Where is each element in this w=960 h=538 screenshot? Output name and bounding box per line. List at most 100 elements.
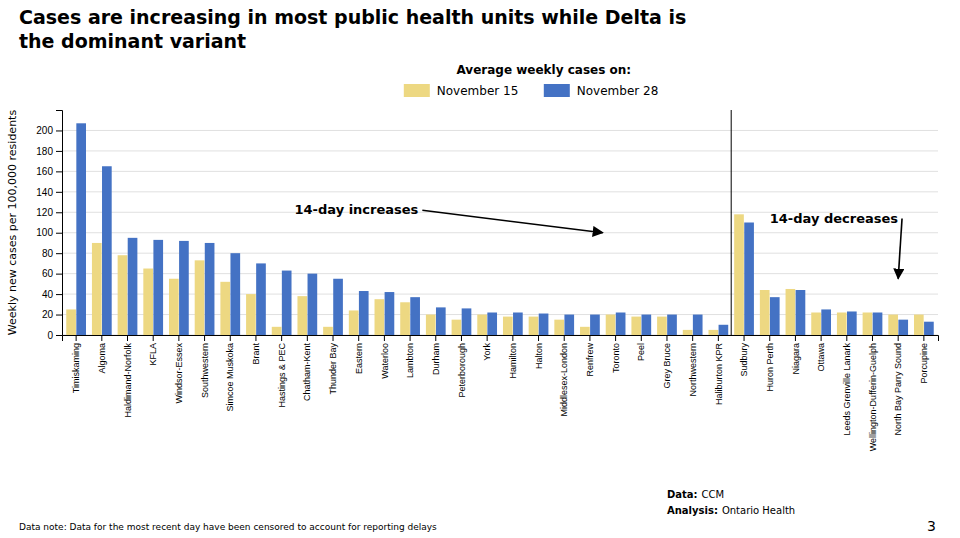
y-tick: 60 [42, 268, 62, 279]
x-tick: Peel [636, 335, 646, 361]
y-tick-mark [56, 315, 62, 316]
x-tick-label: Lambton [405, 343, 415, 378]
x-tick: Sudbury [739, 335, 749, 377]
x-tick-label: Brant [251, 343, 261, 365]
legend-swatch [544, 84, 570, 97]
bar [847, 311, 857, 335]
x-tick: Halton [534, 335, 544, 369]
y-tick-mark [56, 253, 62, 254]
bar [205, 243, 215, 335]
x-tick-label: Durham [431, 343, 441, 375]
x-tick: Windsor-Essex [174, 335, 184, 404]
source-label: Analysis: [667, 505, 718, 516]
x-tick-mark [564, 335, 565, 341]
bar [400, 302, 410, 335]
x-tick: Renfrew [585, 335, 595, 377]
y-tick-mark [56, 233, 62, 234]
y-tick-label: 80 [42, 248, 54, 259]
x-tick-label: Peel [636, 343, 646, 361]
x-tick-mark [76, 335, 77, 341]
grid-line [62, 232, 938, 233]
x-tick-label: KFLA [148, 343, 158, 366]
x-tick: Haldimand-Norfolk [123, 335, 133, 418]
bar [92, 243, 102, 335]
x-tick-label: Thunder Bay [328, 343, 338, 395]
bar [657, 317, 667, 335]
bar [359, 291, 369, 335]
y-tick-mark [56, 294, 62, 295]
bar [76, 123, 86, 335]
bar [323, 327, 333, 335]
x-tick-label: Hamilton [508, 343, 518, 379]
x-tick-label: North Bay Parry Sound [893, 343, 903, 436]
bar [426, 315, 436, 335]
bar [102, 166, 112, 335]
source-text: Ontario Health [722, 505, 795, 516]
bar [631, 317, 641, 335]
x-tick-mark [461, 335, 462, 341]
bar [179, 241, 189, 335]
x-tick-label: Windsor-Essex [174, 343, 184, 404]
grid-line [62, 273, 938, 274]
source-text: CCM [702, 489, 725, 500]
x-tick-label: Haliburton KPR [714, 343, 724, 406]
y-tick-mark [56, 212, 62, 213]
y-tick-mark [56, 171, 62, 172]
bar-series [76, 123, 933, 335]
bar [462, 308, 472, 335]
x-tick-mark [178, 335, 179, 341]
x-tick: Niagara [791, 335, 801, 375]
annotation: 14-day increases [294, 202, 418, 217]
bar [744, 223, 754, 336]
legend-label: November 15 [437, 84, 519, 98]
bar [452, 320, 462, 335]
y-tick-label: 40 [42, 289, 54, 300]
x-tick-label: Timiskaming [71, 343, 81, 393]
y-tick-label: 100 [36, 227, 53, 238]
x-tick-mark [435, 335, 436, 341]
legend-item: November 15 [404, 84, 519, 98]
x-tick: Simcoe Muskoka [225, 335, 235, 412]
annotation: 14-day decreases [770, 211, 899, 226]
x-tick: North Bay Parry Sound [893, 335, 903, 436]
bar [436, 307, 446, 335]
x-tick-label: Eastern [354, 343, 364, 374]
y-tick: 80 [42, 248, 62, 259]
bar [616, 313, 626, 336]
legend: Average weekly cases on:November 15Novem… [404, 63, 659, 98]
x-axis: Timiskaming Algoma Haldimand-Norfolk KFLA Wi… [63, 335, 939, 451]
x-tick-label: Algoma [97, 343, 107, 374]
y-tick-label: 160 [36, 166, 53, 177]
y-tick: 200 [36, 125, 62, 136]
bar [606, 315, 616, 335]
x-tick: Lambton [405, 335, 415, 378]
y-tick: 100 [36, 227, 62, 238]
y-tick-mark [56, 335, 62, 336]
x-tick: Brant [251, 335, 261, 365]
x-tick: Huron Perth [765, 335, 775, 392]
x-axis-line [63, 336, 939, 342]
bar [914, 315, 924, 335]
x-tick-label: Grey Bruce [662, 343, 672, 389]
x-tick: Northwestern [688, 335, 698, 397]
y-tick: 120 [36, 207, 62, 218]
x-tick-label: Halton [534, 343, 544, 369]
x-tick: Toronto [611, 335, 621, 373]
y-tick: 160 [36, 166, 62, 177]
bar [734, 214, 744, 335]
bar [580, 327, 590, 335]
bar [770, 297, 780, 335]
bar [888, 315, 898, 335]
x-tick-label: Leeds Grenville Lanark [842, 343, 852, 436]
x-tick-label: Porcupine [919, 343, 929, 384]
x-tick-mark [718, 335, 719, 341]
bar [220, 282, 230, 335]
x-tick: Thunder Bay [328, 335, 338, 395]
x-tick: Durham [431, 335, 441, 375]
x-tick-mark [230, 335, 231, 341]
x-tick-mark [769, 335, 770, 341]
y-tick-mark [56, 151, 62, 152]
x-tick: Hastings & PEC [277, 335, 287, 408]
x-tick-mark [127, 335, 128, 341]
source-label: Data: [667, 489, 698, 500]
